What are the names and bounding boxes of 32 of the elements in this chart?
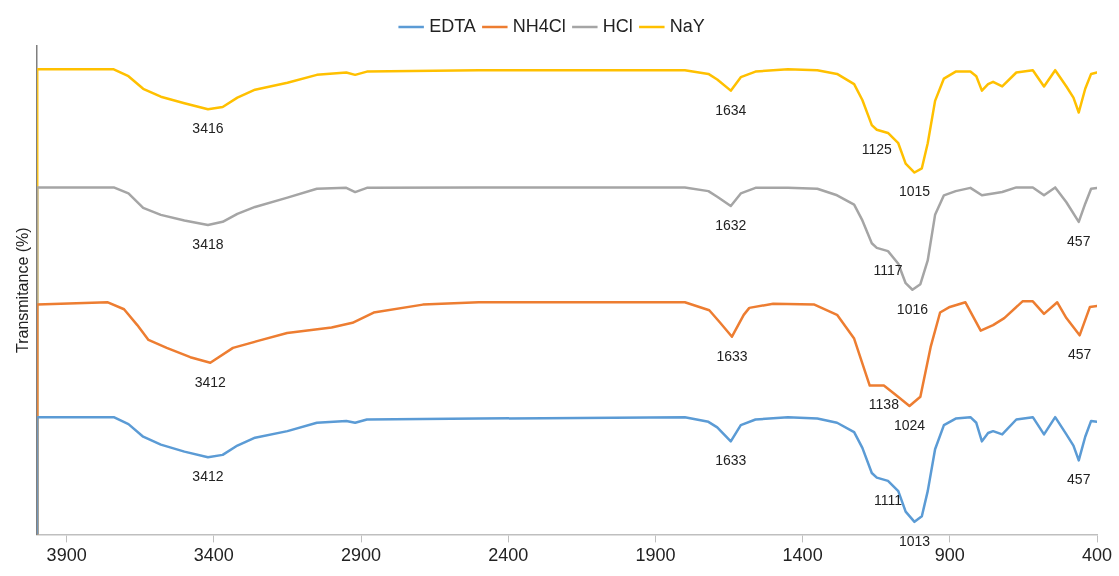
legend-label: NaY — [669, 15, 705, 36]
annotation: 3416 — [192, 120, 224, 137]
annotation: 1117 — [873, 261, 903, 278]
x-tick-label: 3900 — [46, 545, 87, 566]
annotation: 3412 — [194, 373, 227, 390]
x-tick-label: 3400 — [193, 545, 234, 566]
x-tick-label: 400 — [1081, 545, 1113, 566]
x-tick-label: 1900 — [635, 545, 676, 566]
x-tick-label: 900 — [934, 545, 965, 566]
annotation: 3412 — [192, 468, 224, 485]
annotation: 457 — [1067, 346, 1092, 363]
y-axis-title: Transmitance (%) — [14, 227, 32, 354]
x-tick-label: 2400 — [488, 545, 529, 566]
annotation: 3418 — [192, 235, 224, 252]
x-tick-label: 2900 — [341, 545, 382, 566]
legend-label: HCl — [602, 15, 633, 36]
annotation: 1632 — [715, 216, 747, 233]
annotation: 1016 — [896, 300, 929, 317]
annotation: 1125 — [861, 140, 893, 157]
annotation: 1634 — [715, 101, 747, 118]
x-tick-label: 1400 — [782, 545, 823, 566]
legend-label: NH4Cl — [512, 15, 566, 36]
annotation: 1633 — [715, 452, 747, 469]
annotation: 1138 — [868, 396, 900, 413]
legend-label: EDTA — [429, 15, 476, 36]
annotation: 1633 — [716, 347, 748, 364]
annotation: 1015 — [898, 183, 931, 200]
annotation: 1024 — [893, 416, 926, 433]
annotation: 1111 — [873, 491, 903, 508]
annotation: 1013 — [898, 532, 931, 549]
annotation: 457 — [1067, 232, 1091, 249]
annotation: 457 — [1067, 471, 1091, 488]
